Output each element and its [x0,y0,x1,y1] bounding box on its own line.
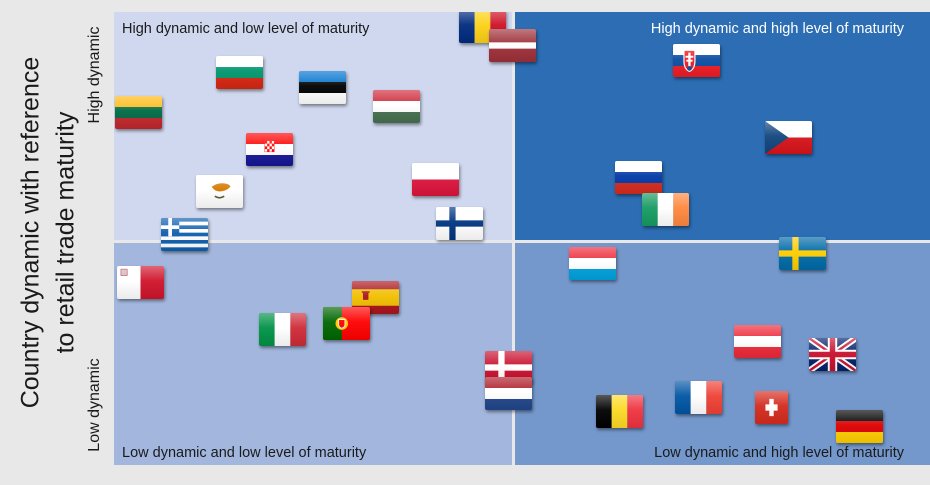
flag-estonia [298,70,346,104]
flag-italy [259,312,307,346]
y-tick-low: Low dynamic [86,358,103,452]
flag-ireland-icon [642,193,690,227]
flag-finland [435,206,483,240]
flag-belgium [595,395,643,429]
flag-lithuania [114,95,162,129]
flag-hungary [372,89,420,123]
flag-germany [835,409,883,443]
flag-estonia-icon [298,70,346,104]
flag-lithuania-icon [114,95,162,129]
flag-finland-icon [435,206,483,240]
flag-portugal-icon [323,306,371,340]
y-axis-title-block: Country dynamic with reference to retail… [0,0,90,465]
flag-czech-republic-icon [764,121,812,155]
flag-switzerland-icon [755,390,789,424]
flag-cyprus-icon [195,175,243,209]
flag-cyprus [195,175,243,209]
flag-sweden-icon [779,237,827,271]
flag-russia-icon [615,161,663,195]
flag-latvia [488,29,536,63]
quadrant-top-left: High dynamic and low level of maturity [114,12,512,240]
flag-united-kingdom-icon [808,338,856,372]
flag-latvia-icon [488,29,536,63]
flag-croatia-icon [245,133,293,167]
flag-bulgaria-icon [216,55,264,89]
flag-ireland [642,193,690,227]
flag-greece [160,218,208,252]
quadrant-label-bottom-right: Low dynamic and high level of maturity [654,445,904,461]
flag-belgium-icon [595,395,643,429]
flag-france-icon [674,381,722,415]
flag-poland [412,163,459,197]
quadrant-label-top-left: High dynamic and low level of maturity [122,21,370,37]
flag-italy-icon [259,312,307,346]
flag-sweden [779,237,827,271]
quadrant-top-right: High dynamic and high level of maturity [515,12,930,240]
flag-greece-icon [160,218,208,252]
y-axis-title-line2: to retail trade maturity [51,111,80,354]
flag-hungary-icon [372,89,420,123]
flag-portugal [323,306,371,340]
flag-russia [615,161,663,195]
y-tick-high: High dynamic [86,26,103,124]
flag-bulgaria [216,55,264,89]
flag-slovakia-icon [673,43,721,77]
flag-malta-icon [116,266,164,300]
y-axis-title-line1: Country dynamic with reference [16,56,45,409]
flag-france [674,381,722,415]
quadrant-bottom-left: Low dynamic and low level of maturity [114,243,512,465]
flag-croatia [245,133,293,167]
flag-slovakia [673,43,721,77]
flag-netherlands-icon [485,377,533,411]
flag-luxembourg [568,247,616,281]
flag-austria [734,324,782,358]
flag-united-kingdom [808,338,856,372]
flag-austria-icon [734,324,782,358]
flag-czech-republic [764,121,812,155]
flag-malta [116,266,164,300]
flag-netherlands [485,377,533,411]
quadrant-label-bottom-left: Low dynamic and low level of maturity [122,445,367,461]
flag-luxembourg-icon [568,247,616,281]
flag-germany-icon [835,409,883,443]
quadrant-label-top-right: High dynamic and high level of maturity [650,21,904,37]
flag-switzerland [755,390,789,424]
plot-area: High dynamic and low level of maturity H… [114,12,930,465]
flag-poland-icon [412,163,459,197]
